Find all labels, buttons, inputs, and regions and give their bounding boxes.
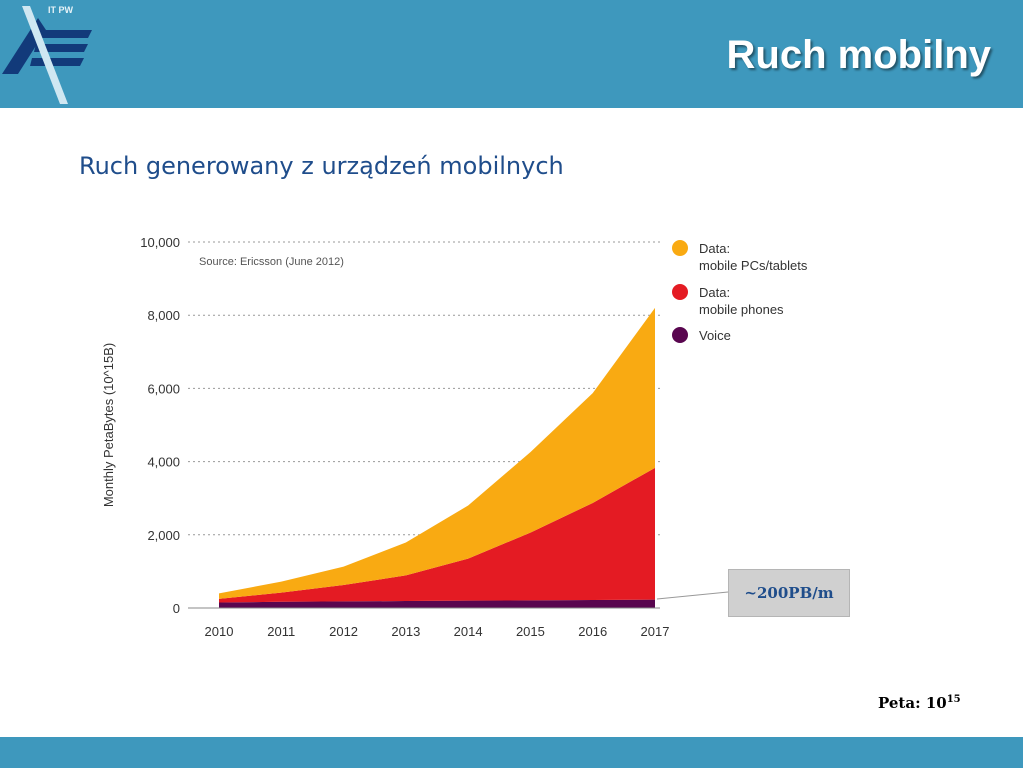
chart-subtitle: Ruch generowany z urządzeń mobilnych xyxy=(79,152,564,180)
legend-label-data-mobile-phones: Data: mobile phones xyxy=(699,285,784,317)
peta-footnote: Peta: 1015 xyxy=(878,694,961,712)
label-layer: Source: Ericsson (June 2012) Monthly Pet… xyxy=(101,235,669,639)
footer-bar xyxy=(0,737,1023,768)
peta-label: Peta: 10 xyxy=(878,694,947,712)
source-annotation: Source: Ericsson (June 2012) xyxy=(199,256,344,268)
logo xyxy=(2,6,92,104)
x-tick-label: 2013 xyxy=(391,624,420,639)
y-tick-label: 6,000 xyxy=(147,381,180,396)
y-tick-label: 8,000 xyxy=(147,308,180,323)
callout-leader-line xyxy=(656,591,729,600)
legend-label-data-mobile-pcs-tablets: Data: mobile PCs/tablets xyxy=(699,241,808,273)
y-tick-label: 2,000 xyxy=(147,528,180,543)
area-voice xyxy=(219,599,655,608)
x-tick-label: 2010 xyxy=(205,624,234,639)
area-data-mobile-pcs-tablets xyxy=(219,307,655,599)
legend-swatch-voice xyxy=(672,327,688,343)
callout-box: ~200PB/m xyxy=(728,569,850,617)
y-axis-label: Monthly PetaBytes (10^15B) xyxy=(101,343,116,507)
area-data-mobile-phones xyxy=(219,467,655,603)
area-layer xyxy=(219,307,655,608)
logo-diagonal xyxy=(22,6,68,104)
x-tick-label: 2011 xyxy=(267,624,295,639)
traffic-area-chart: Source: Ericsson (June 2012) Monthly Pet… xyxy=(101,235,808,639)
logo-stroke-3 xyxy=(30,58,84,66)
x-tick-label: 2014 xyxy=(454,624,483,639)
x-tick-label: 2016 xyxy=(578,624,607,639)
legend-swatch-data-mobile-pcs-tablets xyxy=(672,240,688,256)
legend-label-voice: Voice xyxy=(699,328,731,343)
logo-stroke-1 xyxy=(38,30,92,38)
y-tick-label: 4,000 xyxy=(147,455,180,470)
legend-swatch-data-mobile-phones xyxy=(672,284,688,300)
y-tick-label: 0 xyxy=(173,601,180,616)
slide-title: Ruch mobilny xyxy=(726,33,991,77)
y-tick-label: 10,000 xyxy=(140,235,180,250)
peta-exponent: 15 xyxy=(946,694,961,705)
logo-stroke-2 xyxy=(34,44,88,52)
x-tick-label: 2015 xyxy=(516,624,545,639)
header-bar xyxy=(0,0,1023,108)
legend: Data: mobile PCs/tablets Data: mobile phone… xyxy=(672,240,808,343)
logo-text: IT PW xyxy=(48,5,73,15)
x-tick-label: 2017 xyxy=(641,624,670,639)
x-tick-label: 2012 xyxy=(329,624,358,639)
